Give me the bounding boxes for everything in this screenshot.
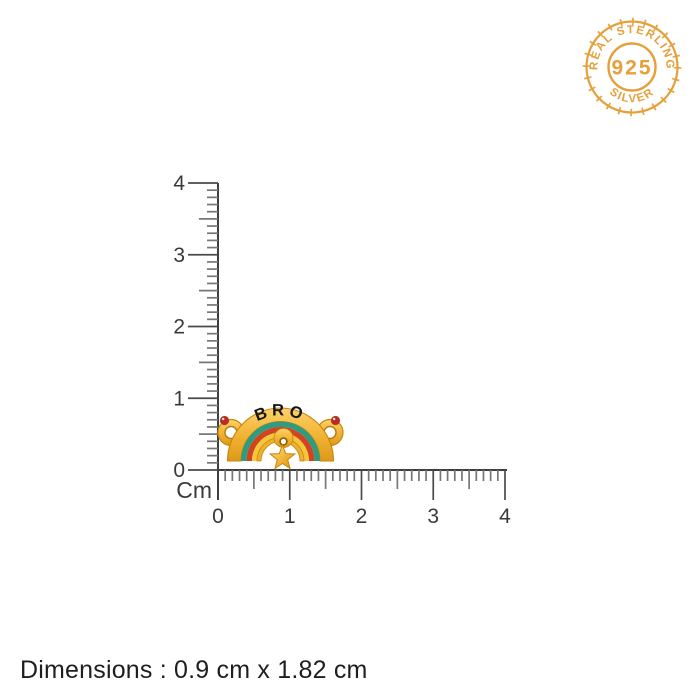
- vertical-ruler-label: 2: [173, 316, 185, 339]
- star-dangle-icon: [268, 443, 297, 470]
- rainbow-arch: [226, 407, 335, 462]
- horizontal-ruler-label: 0: [212, 505, 224, 528]
- badge-inner-circle: [607, 42, 657, 92]
- vertical-ruler-label: 1: [173, 387, 185, 410]
- vertical-ruler-label: 3: [173, 244, 185, 267]
- horizontal-ruler-label: 2: [356, 505, 368, 528]
- yellow-stripe: [252, 432, 309, 461]
- badge-outer-circle: [585, 20, 679, 114]
- rainbow-bro-charm: BRO: [217, 401, 344, 470]
- badge-arc-bottom-text: SILVER: [607, 86, 657, 105]
- gold-inner-rim: [256, 437, 305, 462]
- bail-ring-icon: [279, 437, 288, 446]
- horizontal-ruler-label: 3: [427, 505, 439, 528]
- right-gem-icon: [330, 415, 341, 426]
- horizontal-ruler-label: 4: [499, 505, 511, 528]
- bro-engraving: BRO: [252, 401, 309, 424]
- horizontal-ruler-label: 1: [284, 505, 296, 528]
- dimensions-text: Dimensions : 0.9 cm x 1.82 cm: [20, 656, 368, 684]
- left-gem-icon: [219, 415, 230, 426]
- red-stripe: [246, 427, 315, 462]
- badge-925-text: 925: [611, 57, 652, 80]
- vertical-ruler-label: 0: [173, 459, 185, 482]
- vertical-ruler-label: 4: [173, 172, 185, 195]
- ruler-unit-label: Cm: [176, 477, 212, 503]
- green-stripe: [241, 421, 320, 461]
- sterling-silver-badge: REAL STERLING SILVER 925: [582, 17, 682, 117]
- measurement-rulers: 4 3 2 1 0 0 1 2 3 4 Cm: [173, 172, 511, 528]
